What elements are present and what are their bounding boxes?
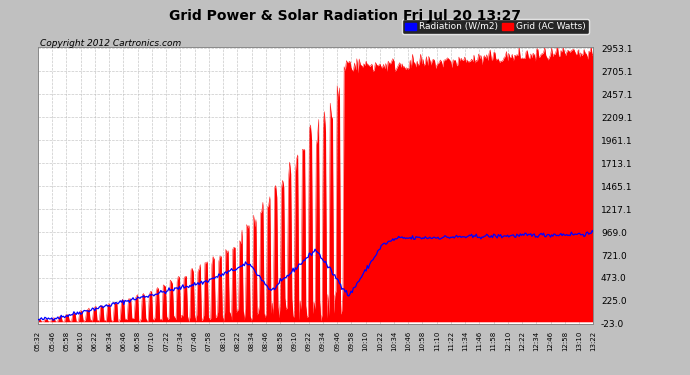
Legend: Radiation (W/m2), Grid (AC Watts): Radiation (W/m2), Grid (AC Watts) [402, 20, 589, 34]
Text: Copyright 2012 Cartronics.com: Copyright 2012 Cartronics.com [40, 39, 181, 48]
Text: Grid Power & Solar Radiation Fri Jul 20 13:27: Grid Power & Solar Radiation Fri Jul 20 … [169, 9, 521, 23]
